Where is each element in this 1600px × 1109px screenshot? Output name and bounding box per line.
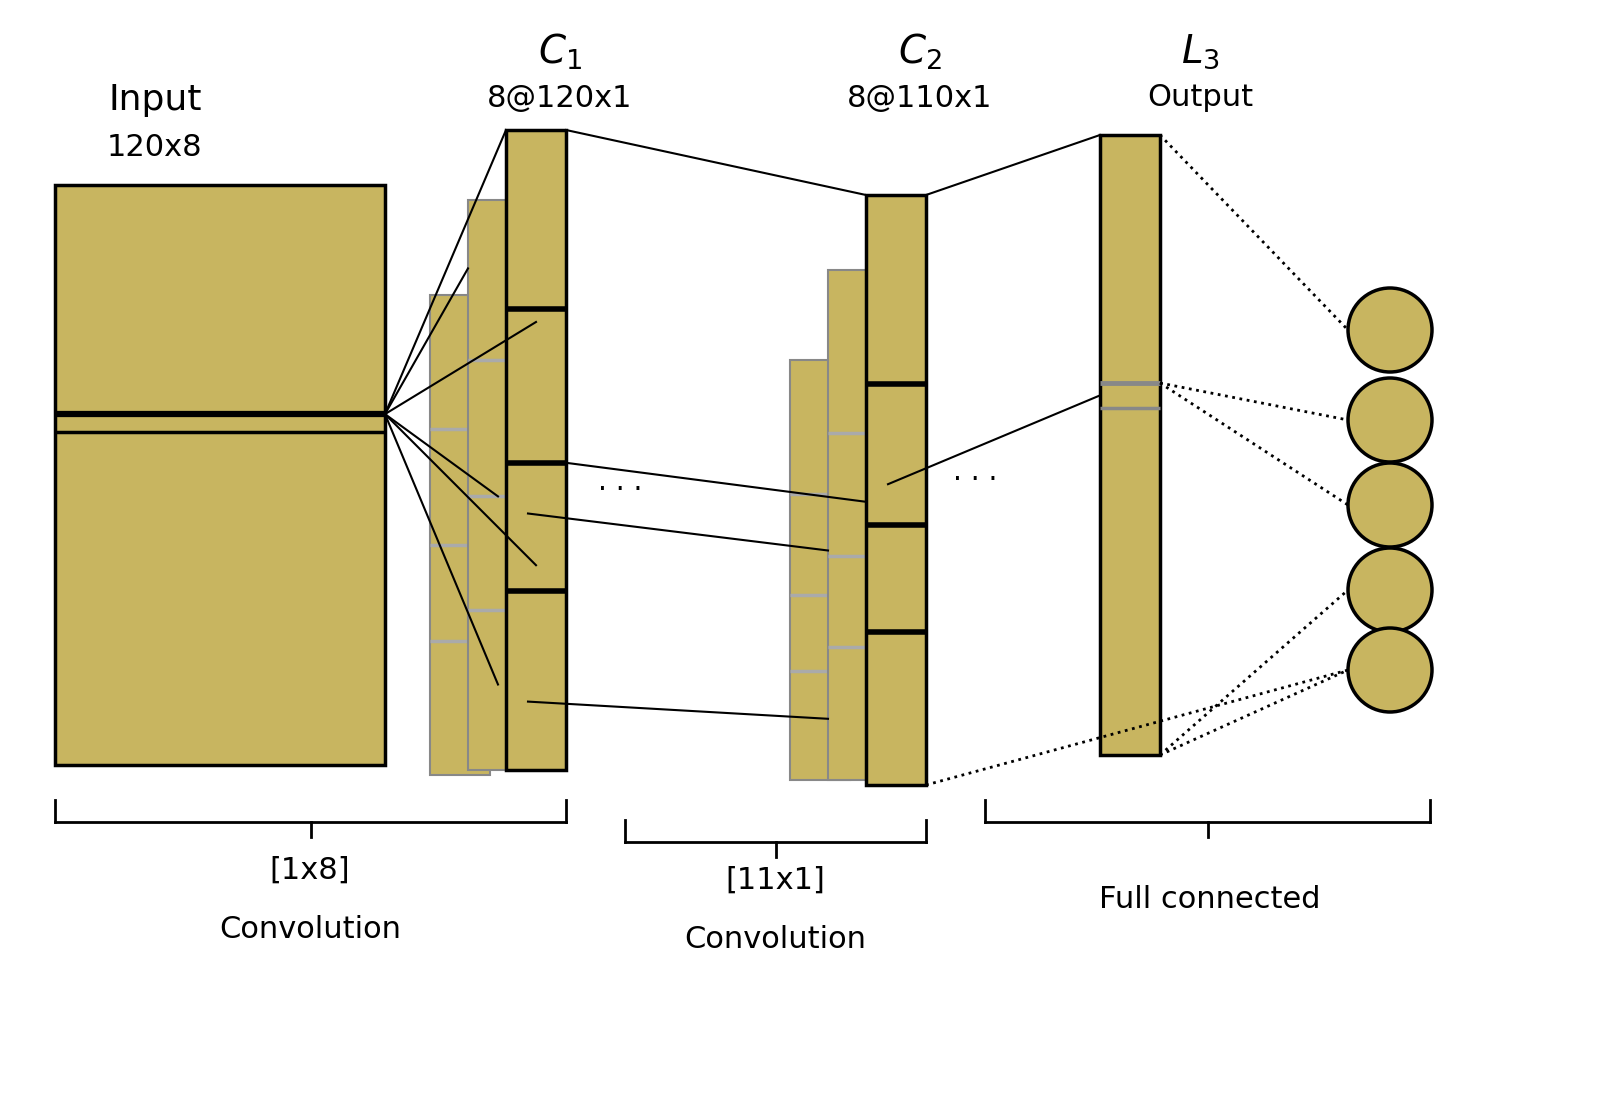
- Bar: [54, 185, 386, 765]
- Circle shape: [1347, 548, 1432, 632]
- Text: Convolution: Convolution: [219, 916, 402, 945]
- Bar: [790, 360, 850, 780]
- Bar: [430, 295, 490, 775]
- Text: $C_1$: $C_1$: [538, 32, 582, 72]
- Bar: [866, 195, 926, 785]
- Bar: [506, 130, 566, 770]
- Bar: [1101, 135, 1160, 755]
- Text: 8@120x1: 8@120x1: [488, 83, 632, 112]
- Text: 120x8: 120x8: [107, 133, 203, 163]
- Text: Convolution: Convolution: [685, 926, 866, 955]
- Bar: [829, 269, 888, 780]
- Circle shape: [1347, 378, 1432, 462]
- Text: Input: Input: [109, 83, 202, 118]
- Text: Full connected: Full connected: [1099, 885, 1320, 915]
- Text: [11x1]: [11x1]: [725, 865, 826, 895]
- Text: · · ·: · · ·: [598, 476, 642, 503]
- Text: · · ·: · · ·: [954, 466, 997, 494]
- Text: 8@110x1: 8@110x1: [848, 83, 992, 112]
- Circle shape: [1347, 628, 1432, 712]
- Circle shape: [1347, 462, 1432, 547]
- Text: [1x8]: [1x8]: [270, 855, 350, 885]
- Text: $L_3$: $L_3$: [1181, 32, 1219, 71]
- Bar: [467, 200, 528, 770]
- Text: $C_2$: $C_2$: [898, 32, 942, 72]
- Circle shape: [1347, 288, 1432, 372]
- Text: Output: Output: [1147, 83, 1253, 112]
